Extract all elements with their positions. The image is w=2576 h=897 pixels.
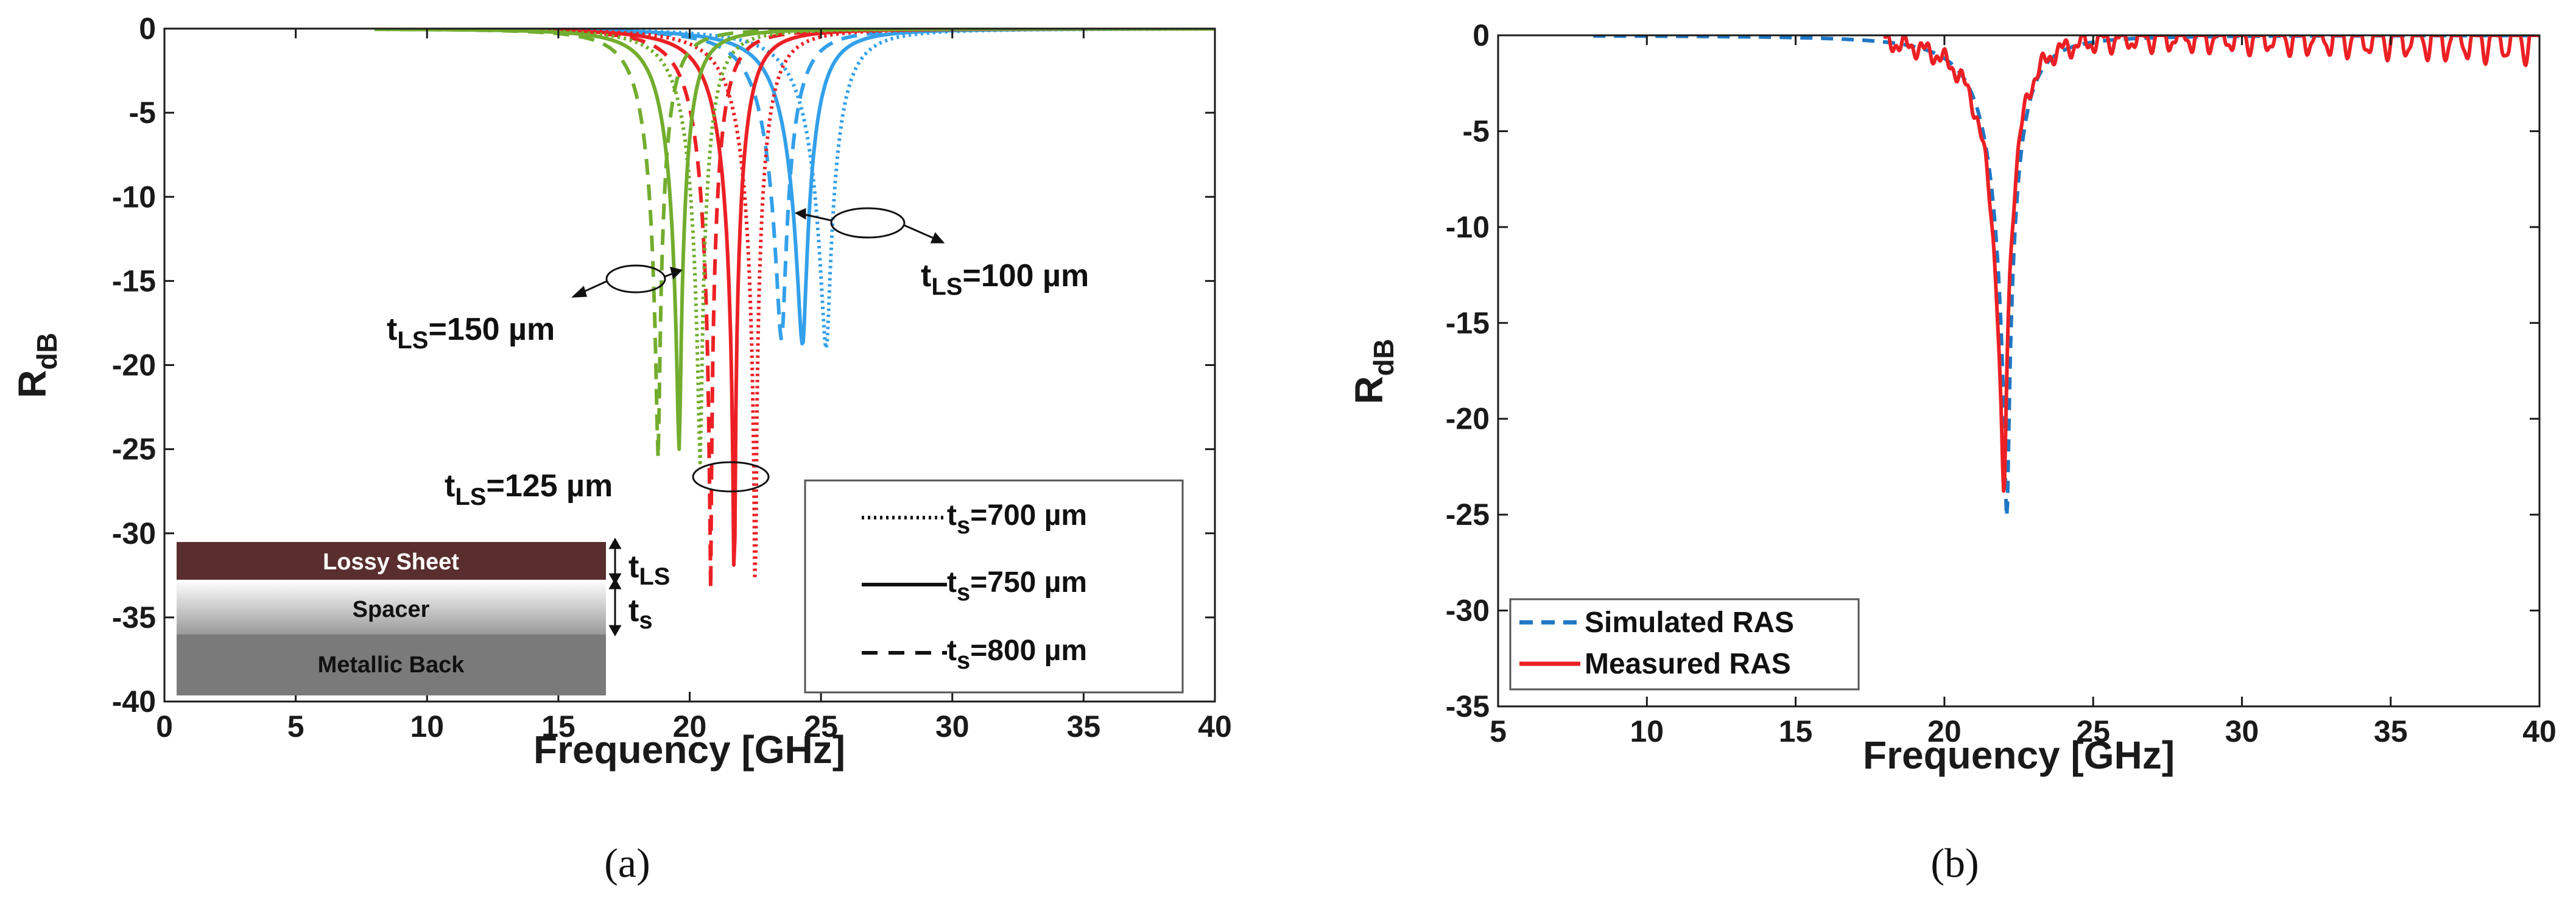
inset-label-lossy-sheet: Lossy Sheet: [323, 549, 459, 575]
series-line-0: [1592, 35, 2539, 519]
x-tick-labels: 0 5 10 15 20 25 30 35 40: [156, 709, 1232, 744]
y-tick-label: -30: [112, 516, 156, 551]
axis-ticks: [1497, 34, 2541, 708]
y-axis-label: RdB: [10, 332, 63, 398]
y-tick-label: -25: [112, 432, 156, 466]
inset-label-spacer: Spacer: [353, 597, 430, 622]
y-axis-label: RdB: [1347, 339, 1399, 404]
inset-label-metallic-back: Metallic Back: [318, 652, 465, 678]
panel-caption-a: (a): [604, 840, 650, 886]
series-line-1: [373, 29, 1215, 346]
x-tick-label: 25: [804, 709, 838, 744]
y-tick-label: -10: [112, 180, 156, 214]
legend-b: Simulated RAS Measured RAS: [1509, 598, 1860, 691]
x-tick-label: 40: [1198, 709, 1232, 744]
x-tick-label: 30: [935, 709, 970, 744]
annotation-tls-125: tLS=125 µm: [445, 468, 613, 510]
x-tick-label: 15: [1779, 714, 1813, 748]
series-line-1: [1883, 35, 2539, 493]
legend-label-700: ts=700 µm: [947, 499, 1087, 539]
y-tick-label: -10: [1446, 210, 1490, 244]
y-tick-labels: 0 -5 -10 -15 -20 -25 -30 -35 -40: [112, 12, 156, 719]
y-tick-label: 0: [1473, 18, 1490, 52]
x-tick-label: 35: [1067, 709, 1101, 744]
x-tick-label: 10: [1630, 714, 1664, 748]
y-tick-label: -35: [1446, 689, 1490, 723]
series-line-0: [373, 29, 1215, 350]
legend-a: ts=700 µm ts=750 µm ts=800 µm: [804, 479, 1184, 694]
y-tick-label: -35: [112, 600, 156, 635]
x-tick-label: 5: [1490, 714, 1507, 748]
x-tick-label: 5: [287, 709, 304, 744]
y-tick-label: -5: [1463, 114, 1490, 148]
panel-a: 0 5 10 15 20 25 30 35 40 0 -5 -10 -15 -20 -25 -30 -35 -4…: [10, 12, 1232, 886]
x-tick-label: 25: [2076, 714, 2110, 748]
legend-label-750: ts=750 µm: [947, 566, 1087, 606]
panel-b: 5 10 15 20 25 30 35 40 0 -5 -10 -15 -20 -25 -30 -35 Fr…: [1347, 18, 2557, 886]
series-line-8: [373, 29, 1215, 460]
x-tick-label: 0: [156, 709, 173, 744]
inset-layer-lossy-sheet: [177, 542, 606, 580]
inset-dim-ts: ts: [628, 593, 653, 634]
x-tick-label: 10: [410, 709, 444, 744]
y-tick-label: 0: [139, 12, 156, 46]
x-tick-label: 20: [1927, 714, 1962, 748]
y-tick-label: -20: [112, 348, 156, 382]
annotation-markers: [571, 207, 945, 493]
x-tick-label: 30: [2225, 714, 2259, 748]
curves-group: [1592, 35, 2539, 519]
legend-label-measured: Measured RAS: [1585, 648, 1791, 680]
annotation-tls-100: tLS=100 µm: [921, 258, 1089, 300]
x-tick-label: 15: [541, 709, 575, 744]
y-tick-label: -20: [1446, 402, 1490, 436]
y-tick-label: -30: [1446, 594, 1490, 628]
x-tick-label: 40: [2522, 714, 2557, 748]
y-tick-label: -15: [112, 264, 156, 298]
inset-layer-metallic-back: [177, 635, 606, 695]
legend-label-simulated: Simulated RAS: [1585, 607, 1794, 639]
inset-structure: Lossy Sheet Spacer Metallic Back tLS ts: [177, 537, 670, 695]
inset-dim-tls: tLS: [628, 549, 670, 590]
x-tick-label: 35: [2374, 714, 2408, 748]
y-tick-label: -25: [1446, 498, 1490, 532]
x-tick-labels: 5 10 15 20 25 30 35 40: [1490, 714, 2557, 748]
panel-caption-b: (b): [1930, 840, 1979, 886]
annotation-tls-150: tLS=150 µm: [387, 312, 555, 354]
x-tick-label: 20: [673, 709, 707, 744]
x-axis-label: Frequency [GHz]: [1863, 733, 2175, 777]
y-tick-label: -5: [129, 96, 156, 130]
axis-ticks: [163, 27, 1216, 703]
x-axis-label: Frequency [GHz]: [533, 728, 845, 772]
legend-label-800: ts=800 µm: [947, 635, 1087, 674]
y-tick-label: -15: [1446, 306, 1490, 340]
y-tick-labels: 0 -5 -10 -15 -20 -25 -30 -35: [1446, 18, 1490, 723]
y-tick-label: -40: [112, 684, 156, 719]
plot-area-frame: [1497, 34, 2541, 708]
inset-layer-spacer: [177, 580, 606, 635]
